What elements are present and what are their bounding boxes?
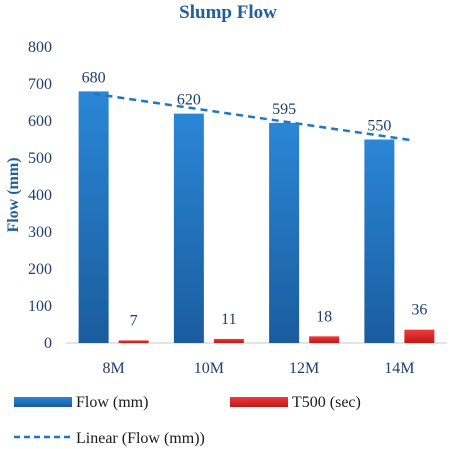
data-label-flow-10M: 620 — [177, 92, 201, 109]
data-label-t500-8M: 7 — [130, 312, 138, 329]
y-tick-label: 100 — [28, 298, 52, 315]
x-axis-ticks: 8M 10M 12M 14M — [103, 360, 415, 377]
legend-item-flow: Flow (mm) — [14, 394, 148, 411]
bar-t500-12M — [309, 336, 340, 343]
bar-t500-14M — [404, 329, 435, 343]
chart-title: Slump Flow — [179, 2, 277, 23]
legend: Flow (mm) T500 (sec) Linear (Flow (mm)) — [14, 394, 361, 447]
y-tick-label: 800 — [28, 39, 52, 56]
trendline-group — [93, 92, 410, 142]
y-axis-ticks: 0 100 200 300 400 500 600 700 800 — [28, 39, 52, 352]
y-tick-label: 400 — [28, 187, 52, 204]
bar-flow-10M — [173, 113, 204, 343]
y-tick-label: 300 — [28, 224, 52, 241]
data-label-t500-10M: 11 — [221, 311, 236, 328]
bar-flow-14M — [364, 139, 395, 343]
bars-group — [78, 91, 435, 344]
x-tick-label: 8M — [103, 360, 125, 377]
bar-flow-12M — [269, 122, 300, 343]
data-labels-group: 680 7 620 11 595 18 550 36 — [82, 69, 428, 329]
data-label-flow-8M: 680 — [82, 69, 106, 86]
legend-label-trendline: Linear (Flow (mm)) — [76, 430, 205, 447]
x-tick-label: 12M — [289, 360, 319, 377]
bar-t500-10M — [213, 338, 244, 343]
trendline-flow — [93, 92, 410, 142]
legend-item-trendline: Linear (Flow (mm)) — [14, 430, 205, 447]
x-tick-label: 14M — [384, 360, 414, 377]
legend-swatch-t500 — [230, 397, 288, 407]
data-label-flow-12M: 595 — [272, 101, 296, 118]
data-label-t500-14M: 36 — [411, 302, 427, 319]
x-tick-label: 10M — [194, 360, 224, 377]
data-label-flow-14M: 550 — [367, 118, 391, 135]
data-label-t500-12M: 18 — [316, 308, 332, 325]
y-tick-label: 600 — [28, 113, 52, 130]
legend-item-t500: T500 (sec) — [230, 394, 361, 411]
y-tick-label: 200 — [28, 261, 52, 278]
bar-flow-8M — [78, 91, 109, 344]
legend-label-flow: Flow (mm) — [76, 394, 148, 411]
y-axis-label: Flow (mm) — [5, 157, 22, 232]
y-tick-label: 500 — [28, 150, 52, 167]
legend-swatch-flow — [14, 397, 72, 407]
bar-t500-8M — [118, 340, 149, 343]
y-tick-label: 700 — [28, 76, 52, 93]
legend-label-t500: T500 (sec) — [292, 394, 361, 411]
y-tick-label: 0 — [44, 335, 52, 352]
